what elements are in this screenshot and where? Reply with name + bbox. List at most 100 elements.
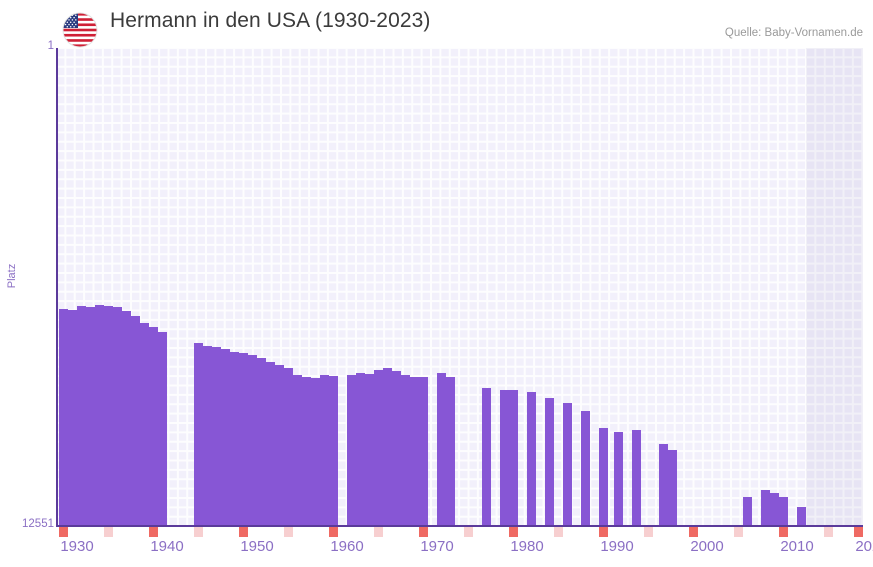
bar[interactable] <box>158 332 167 526</box>
bar[interactable] <box>545 398 554 526</box>
bar[interactable] <box>266 362 275 526</box>
bar[interactable] <box>743 497 752 526</box>
bar[interactable] <box>581 411 590 526</box>
bar[interactable] <box>614 432 623 526</box>
bar[interactable] <box>347 375 356 526</box>
bar[interactable] <box>248 355 257 526</box>
bar[interactable] <box>437 373 446 526</box>
x-axis-tick-label: 1980 <box>510 538 544 555</box>
x-tick-1950 <box>239 527 248 537</box>
x-tick-1985 <box>554 527 563 537</box>
plot-area <box>56 48 863 526</box>
bars-layer <box>56 48 863 526</box>
x-axis-tick-label: 2010 <box>780 538 814 555</box>
bar[interactable] <box>599 428 608 526</box>
x-tick-1960 <box>329 527 338 537</box>
x-axis-tick-label: 1940 <box>150 538 184 555</box>
bar[interactable] <box>239 353 248 526</box>
bar[interactable] <box>140 323 149 526</box>
bar[interactable] <box>293 375 302 526</box>
x-tick-1965 <box>374 527 383 537</box>
x-tick-1980 <box>509 527 518 537</box>
grid-lines <box>56 48 863 526</box>
bar[interactable] <box>131 316 140 526</box>
x-tick-1935 <box>104 527 113 537</box>
x-axis-line <box>56 525 863 527</box>
bar[interactable] <box>509 390 518 526</box>
bar[interactable] <box>761 490 770 526</box>
bar[interactable] <box>770 493 779 526</box>
x-tick-1930 <box>59 527 68 537</box>
source-attribution: Quelle: Baby-Vornamen.de <box>724 27 863 39</box>
bar[interactable] <box>500 390 509 526</box>
chart-header: Hermann in den USA (1930-2023) Quelle: B… <box>0 0 873 48</box>
bar[interactable] <box>149 327 158 526</box>
x-axis-labels: 1930 1940 1950 1960 1970 1980 1990 2000 2010 2020 <box>56 538 873 566</box>
bar[interactable] <box>257 358 266 526</box>
y-axis-line <box>56 48 58 526</box>
x-tick-1995 <box>644 527 653 537</box>
x-axis-tick-label: 2000 <box>690 538 724 555</box>
y-axis-title: Platz <box>6 263 18 289</box>
bar[interactable] <box>104 306 113 526</box>
x-axis-tick-label: 1930 <box>60 538 94 555</box>
x-tick-2010 <box>779 527 788 537</box>
bar[interactable] <box>122 311 131 526</box>
y-axis-label-bottom: 12551 <box>22 518 54 530</box>
y-axis-label-top: 1 <box>47 40 54 52</box>
x-tick-1945 <box>194 527 203 537</box>
x-tick-1970 <box>419 527 428 537</box>
bar[interactable] <box>311 378 320 526</box>
bar[interactable] <box>668 450 677 526</box>
x-tick-1940 <box>149 527 158 537</box>
bar[interactable] <box>230 352 239 526</box>
bar[interactable] <box>365 374 374 526</box>
bar[interactable] <box>302 377 311 526</box>
bar[interactable] <box>383 368 392 526</box>
us-flag-icon <box>60 10 100 50</box>
bar[interactable] <box>212 347 221 526</box>
bar[interactable] <box>320 375 329 526</box>
bar[interactable] <box>779 497 788 526</box>
x-tick-1975 <box>464 527 473 537</box>
bar[interactable] <box>113 307 122 526</box>
bar[interactable] <box>194 343 203 526</box>
bar[interactable] <box>221 349 230 526</box>
bar[interactable] <box>659 444 668 526</box>
bar[interactable] <box>374 370 383 526</box>
x-tick-1990 <box>599 527 608 537</box>
x-axis-tick-label: 1990 <box>600 538 634 555</box>
bar[interactable] <box>77 306 86 526</box>
bar[interactable] <box>275 365 284 526</box>
bar[interactable] <box>410 377 419 526</box>
bar[interactable] <box>392 371 401 526</box>
bar[interactable] <box>68 310 77 526</box>
bar[interactable] <box>86 307 95 526</box>
x-axis-tick-label: 1970 <box>420 538 454 555</box>
bar[interactable] <box>401 375 410 526</box>
bar[interactable] <box>59 309 68 526</box>
bar[interactable] <box>563 403 572 526</box>
x-tick-2015 <box>824 527 833 537</box>
forecast-shaded-band <box>806 48 863 526</box>
bar[interactable] <box>632 430 641 526</box>
bar[interactable] <box>482 388 491 526</box>
bar[interactable] <box>356 373 365 526</box>
page-title: Hermann in den USA (1930-2023) <box>110 9 431 32</box>
x-tick-2000 <box>689 527 698 537</box>
bar[interactable] <box>203 346 212 526</box>
x-tick-1955 <box>284 527 293 537</box>
bar[interactable] <box>527 392 536 526</box>
x-axis-tick-label: 1950 <box>240 538 274 555</box>
x-axis-tick-label: 2020 <box>855 538 873 555</box>
bar[interactable] <box>284 368 293 526</box>
x-tick-2020 <box>854 527 863 537</box>
bar[interactable] <box>329 376 338 526</box>
bar[interactable] <box>419 377 428 526</box>
bar[interactable] <box>797 507 806 526</box>
bar[interactable] <box>95 305 104 526</box>
x-axis-ticks <box>56 527 863 537</box>
x-axis-tick-label: 1960 <box>330 538 364 555</box>
bar[interactable] <box>446 377 455 526</box>
